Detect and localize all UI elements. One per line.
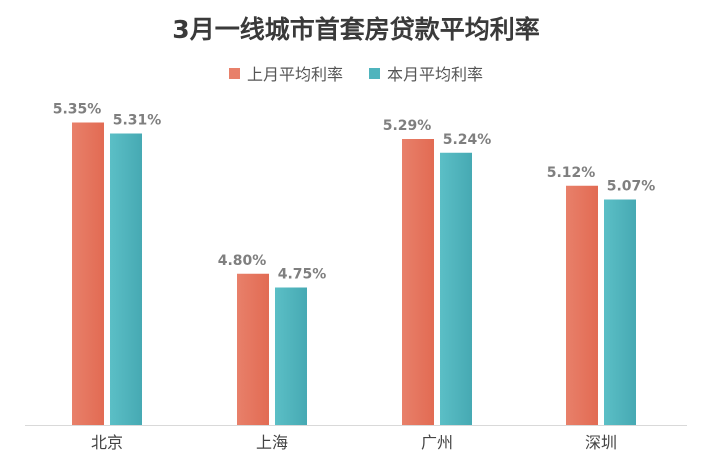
data-label-previous-3: 5.12% bbox=[547, 165, 596, 181]
legend-label-current-month: 本月平均利率 bbox=[387, 65, 484, 84]
data-label-previous-1: 4.80% bbox=[218, 253, 267, 269]
legend-swatch-previous-month bbox=[228, 67, 240, 79]
bar-previous-3 bbox=[566, 185, 598, 425]
data-label-previous-2: 5.29% bbox=[383, 118, 432, 134]
data-label-current-1: 4.75% bbox=[278, 267, 327, 283]
x-tick-label-3: 深圳 bbox=[585, 433, 617, 452]
chart-title: 3月一线城市首套房贷款平均利率 bbox=[172, 15, 540, 44]
x-tick-label-1: 上海 bbox=[256, 433, 288, 452]
legend: 上月平均利率 本月平均利率 bbox=[0, 61, 712, 85]
legend-label-previous-month: 上月平均利率 bbox=[246, 65, 343, 84]
bar-current-2 bbox=[440, 152, 472, 425]
x-tick-label-2: 广州 bbox=[421, 433, 453, 452]
legend-item-previous-month: 上月平均利率 bbox=[228, 61, 343, 85]
data-label-current-2: 5.24% bbox=[443, 132, 492, 148]
bar-previous-1 bbox=[237, 273, 269, 425]
data-label-current-3: 5.07% bbox=[607, 179, 656, 195]
bar-current-0 bbox=[110, 133, 142, 425]
legend-item-current-month: 本月平均利率 bbox=[369, 61, 483, 85]
bar-previous-2 bbox=[402, 139, 434, 425]
data-label-current-0: 5.31% bbox=[113, 113, 162, 129]
legend-swatch-current-month bbox=[369, 67, 380, 79]
bar-previous-0 bbox=[72, 122, 104, 425]
data-label-previous-0: 5.35% bbox=[53, 102, 102, 118]
bar-current-3 bbox=[604, 199, 636, 425]
x-tick-label-0: 北京 bbox=[91, 433, 123, 452]
bar-current-1 bbox=[275, 287, 307, 425]
